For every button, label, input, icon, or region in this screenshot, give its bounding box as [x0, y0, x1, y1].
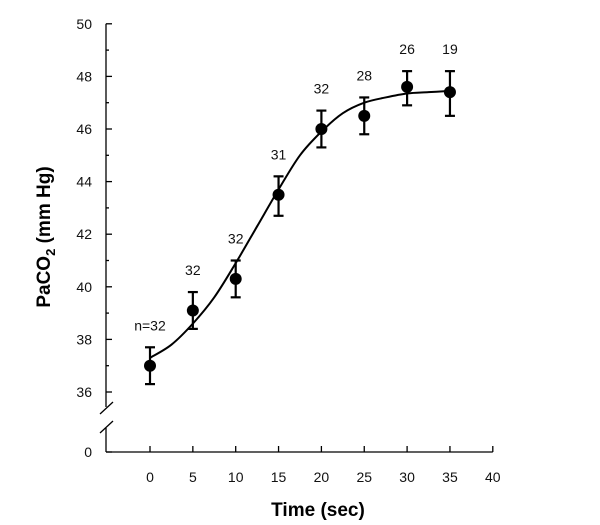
- x-tick-label: 40: [485, 469, 501, 485]
- data-point: [229, 272, 242, 285]
- y-axis-title-main: PaCO: [34, 256, 55, 308]
- data-points-layer: [144, 70, 456, 386]
- data-point: [443, 86, 456, 99]
- x-tick-label: 35: [442, 469, 458, 485]
- axes: 36 38 40 42 44 46 48 50 0 0 5 10 15 20 25 30 35 40: [76, 16, 500, 485]
- n-labels-layer: n=32 32 32 31 32 28 26 19: [134, 41, 458, 333]
- x-tick-label: 10: [228, 469, 244, 485]
- sample-size-label: 28: [356, 67, 372, 83]
- sample-size-label: 26: [399, 41, 415, 57]
- y-axis-title-unit: (mm Hg): [34, 166, 55, 248]
- x-tick-label: 15: [271, 469, 287, 485]
- y-tick-label: 48: [76, 68, 92, 84]
- x-tick-label: 25: [356, 469, 372, 485]
- data-point: [186, 304, 199, 317]
- fit-curve-line: [149, 89, 451, 359]
- y-tick-label: 46: [76, 121, 92, 137]
- y-tick-label-zero: 0: [84, 444, 92, 460]
- y-axis-break-mark: [99, 420, 114, 434]
- data-point: [144, 359, 156, 372]
- x-tick-label: 20: [314, 469, 330, 485]
- y-axis-title-subscript: 2: [43, 249, 58, 256]
- x-tick-label: 5: [189, 469, 197, 485]
- x-axis-title: Time (sec): [271, 500, 365, 521]
- sample-size-label: n=32: [134, 317, 166, 333]
- sample-size-label: 31: [271, 146, 287, 162]
- y-tick-label: 42: [76, 226, 92, 242]
- sample-size-label: 32: [185, 262, 201, 278]
- data-point: [272, 188, 285, 201]
- data-point: [401, 80, 414, 93]
- x-tick-label: 30: [399, 469, 415, 485]
- y-axis-title: PaCO2 (mm Hg): [34, 166, 58, 307]
- y-tick-label: 50: [76, 16, 92, 32]
- sample-size-label: 19: [442, 41, 458, 57]
- y-tick-label: 38: [76, 331, 92, 347]
- sample-size-label: 32: [314, 81, 330, 97]
- fit-curve-layer: [149, 89, 451, 359]
- y-tick-label: 36: [76, 384, 92, 400]
- sample-size-label: 32: [228, 231, 244, 247]
- y-tick-label: 44: [76, 174, 92, 190]
- y-tick-label: 40: [76, 279, 92, 295]
- y-axis-break-mark: [99, 401, 114, 415]
- data-point: [358, 109, 371, 122]
- x-tick-label: 0: [146, 469, 154, 485]
- data-point: [315, 123, 328, 135]
